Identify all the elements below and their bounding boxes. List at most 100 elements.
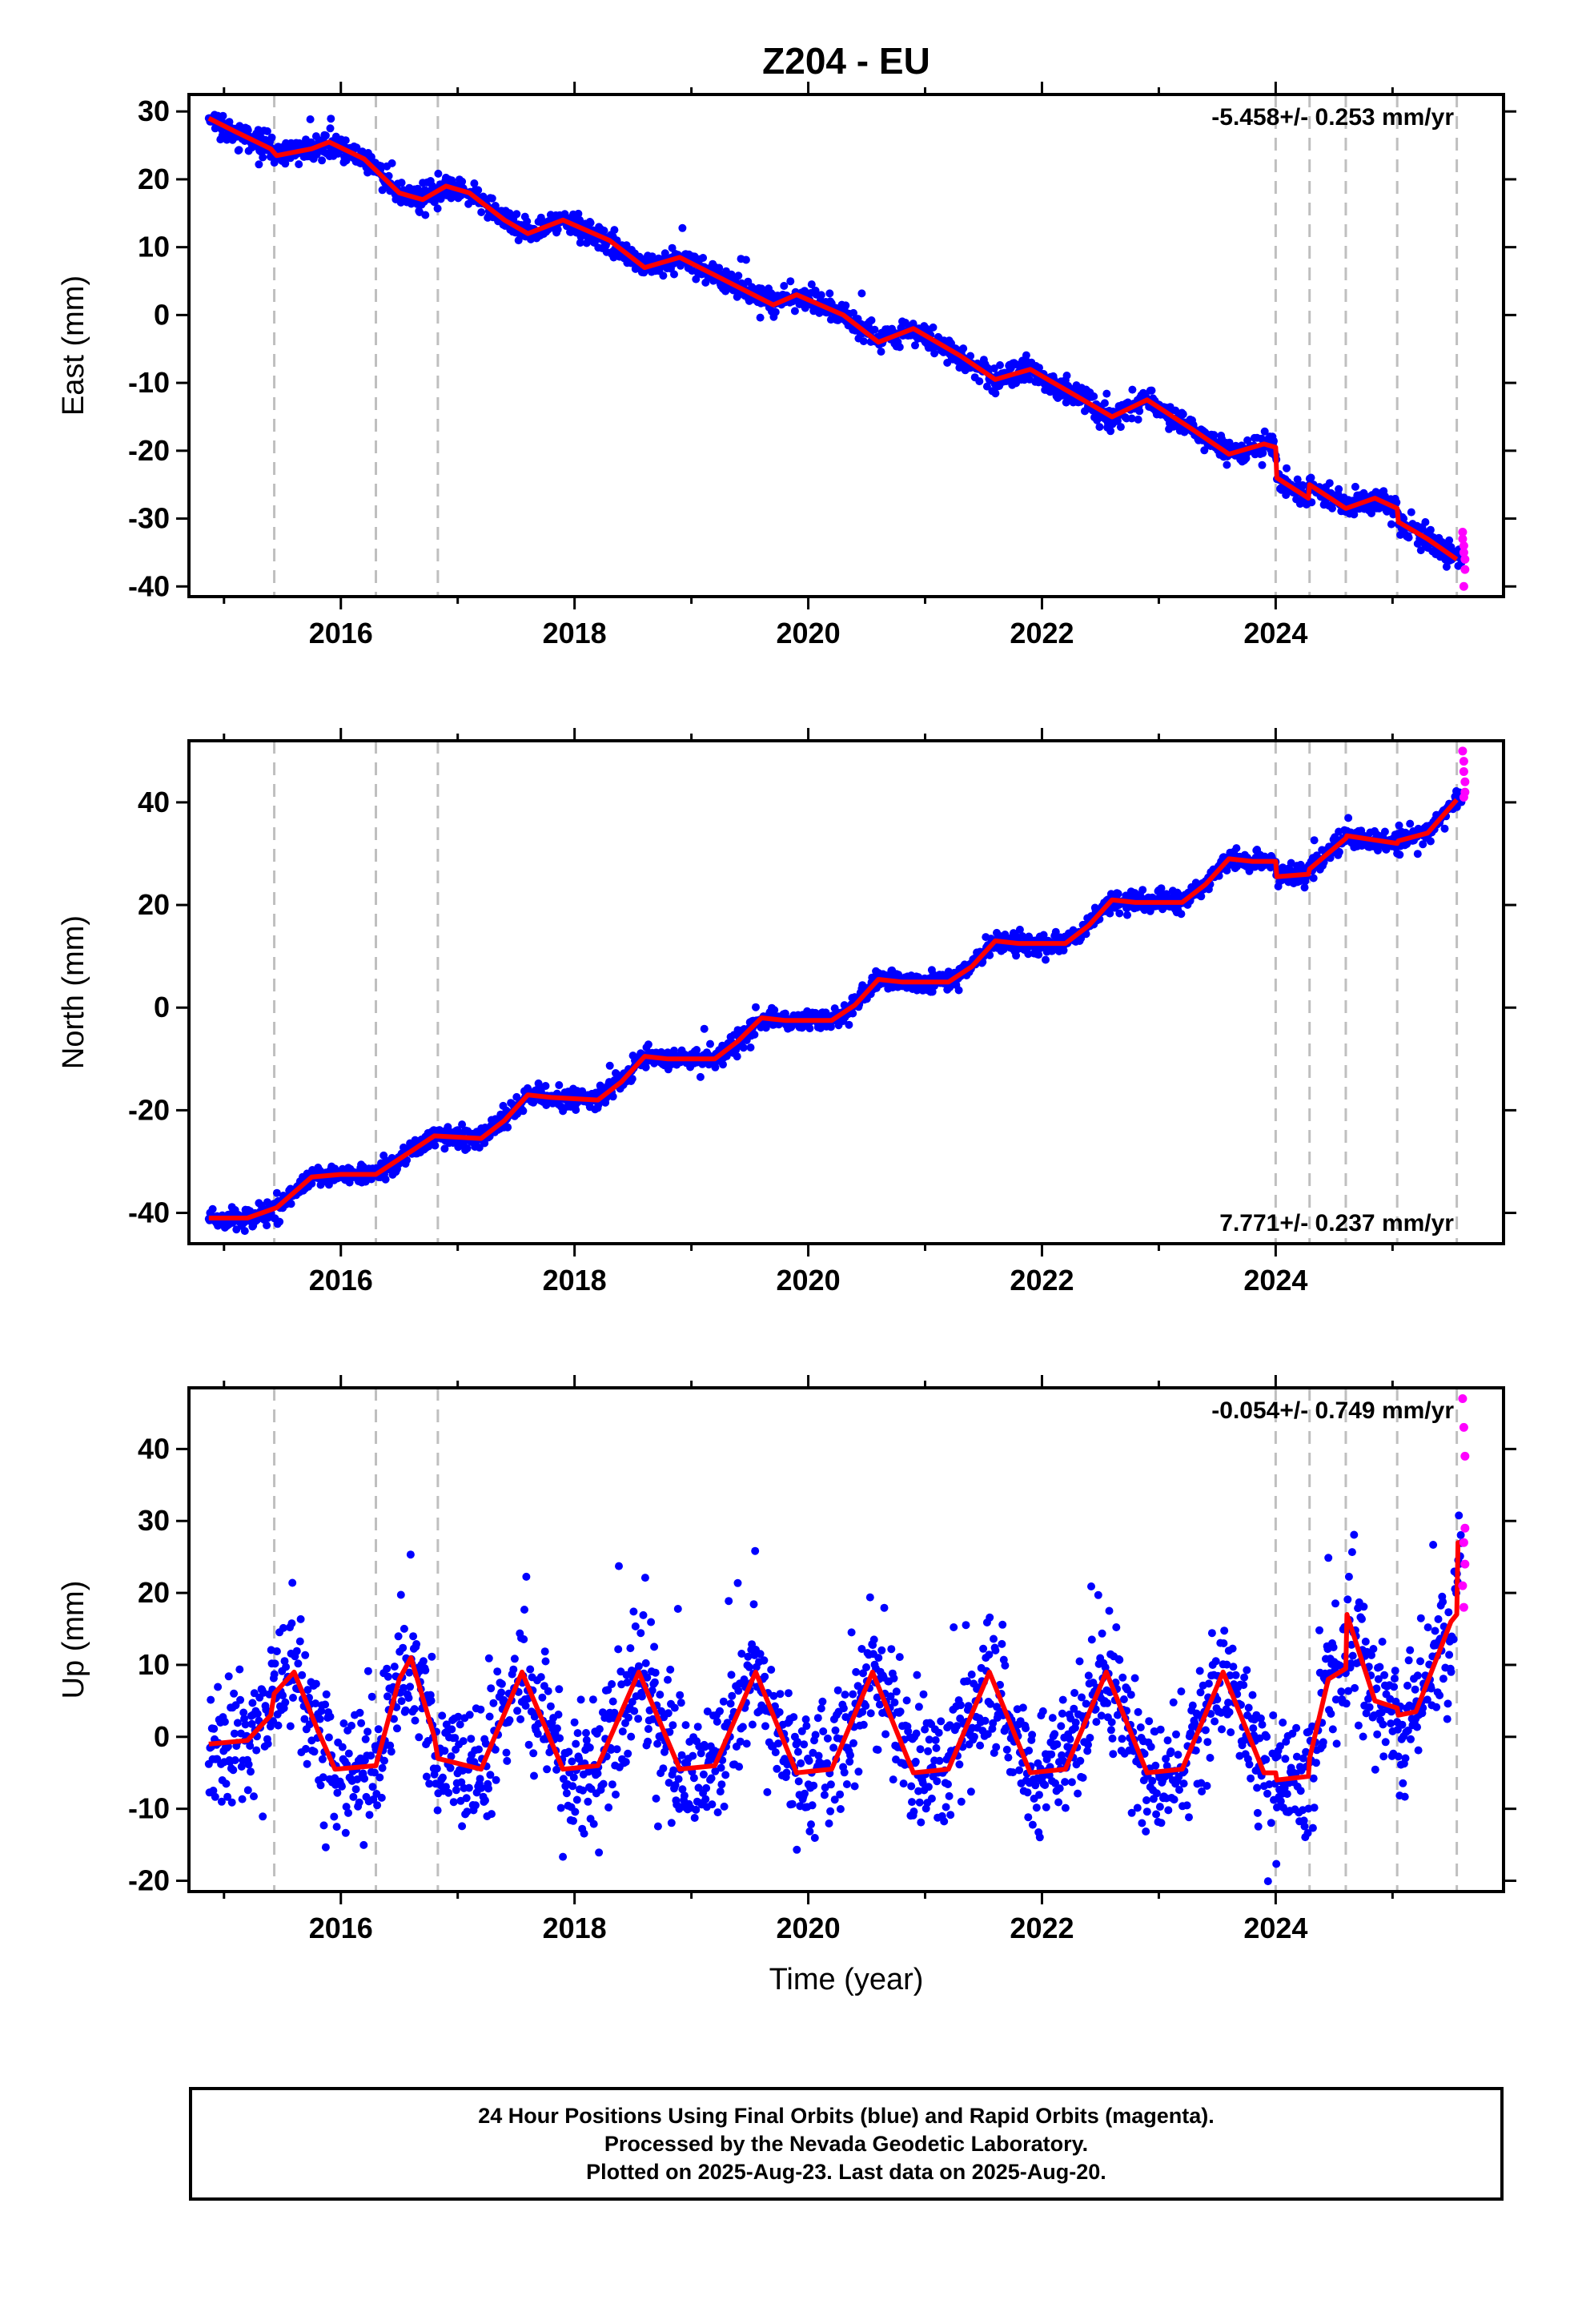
final-point bbox=[895, 1653, 904, 1662]
final-point bbox=[913, 1671, 921, 1679]
final-point bbox=[589, 1819, 598, 1828]
final-point bbox=[564, 1747, 573, 1756]
final-point bbox=[404, 1694, 413, 1703]
final-point bbox=[800, 1740, 809, 1749]
model-line bbox=[208, 798, 1459, 1220]
final-point bbox=[326, 1712, 335, 1721]
final-point bbox=[523, 217, 532, 226]
final-point bbox=[699, 1770, 708, 1779]
final-point bbox=[673, 1605, 682, 1613]
final-point bbox=[1243, 436, 1252, 444]
final-point bbox=[874, 1654, 883, 1663]
final-point bbox=[741, 255, 750, 264]
final-point bbox=[661, 249, 669, 258]
final-point bbox=[1407, 508, 1415, 517]
final-point bbox=[600, 227, 608, 235]
final-point bbox=[222, 1779, 231, 1788]
final-point bbox=[289, 1694, 297, 1702]
final-point bbox=[761, 1722, 769, 1731]
final-point bbox=[355, 1798, 363, 1807]
final-point bbox=[908, 1798, 916, 1807]
final-point bbox=[959, 344, 968, 353]
final-point bbox=[233, 1719, 242, 1727]
final-point bbox=[374, 1725, 383, 1734]
final-point bbox=[394, 1632, 403, 1641]
final-point bbox=[746, 1043, 755, 1051]
final-point bbox=[1042, 955, 1050, 964]
final-point bbox=[719, 1060, 727, 1069]
final-point bbox=[390, 1663, 399, 1671]
final-point bbox=[933, 1777, 942, 1786]
final-point bbox=[801, 1715, 810, 1723]
final-point bbox=[387, 1747, 396, 1756]
final-point bbox=[294, 1659, 303, 1668]
final-point bbox=[763, 1787, 772, 1796]
final-point bbox=[736, 1737, 745, 1746]
rapid-point bbox=[1458, 528, 1468, 537]
final-point bbox=[967, 1671, 976, 1679]
final-point bbox=[243, 1786, 252, 1795]
final-point bbox=[442, 1720, 451, 1729]
final-point bbox=[493, 1667, 502, 1676]
final-point bbox=[259, 1812, 267, 1821]
final-point bbox=[214, 1683, 223, 1691]
final-point bbox=[292, 1647, 301, 1655]
final-point bbox=[957, 1701, 965, 1710]
final-point bbox=[859, 1669, 867, 1678]
final-point bbox=[737, 1650, 746, 1658]
final-point bbox=[693, 1723, 702, 1731]
final-point bbox=[427, 1696, 436, 1705]
final-point bbox=[472, 1801, 480, 1810]
final-point bbox=[526, 1665, 535, 1674]
y-tick-label: 10 bbox=[138, 231, 170, 263]
final-point bbox=[1015, 1766, 1024, 1775]
final-point bbox=[694, 1783, 703, 1792]
final-point bbox=[733, 1578, 742, 1587]
final-point bbox=[771, 1748, 780, 1757]
final-point bbox=[339, 1719, 348, 1727]
y-tick-label: -10 bbox=[128, 366, 170, 399]
final-point bbox=[447, 1752, 456, 1761]
rapid-point bbox=[1459, 548, 1468, 557]
final-point bbox=[300, 1715, 309, 1723]
final-point bbox=[890, 1698, 899, 1707]
final-point bbox=[667, 1819, 676, 1827]
final-point bbox=[311, 1679, 320, 1688]
final-point bbox=[458, 1120, 467, 1129]
final-point bbox=[387, 159, 396, 167]
final-point bbox=[735, 1763, 744, 1771]
final-point bbox=[1009, 1768, 1018, 1777]
final-point bbox=[246, 1742, 255, 1750]
final-point bbox=[541, 1082, 550, 1090]
final-point bbox=[652, 1794, 661, 1803]
final-point bbox=[488, 194, 496, 203]
final-point bbox=[677, 1751, 686, 1759]
final-point bbox=[957, 1797, 966, 1806]
final-point bbox=[644, 1040, 652, 1049]
final-point bbox=[330, 1812, 339, 1821]
final-point bbox=[229, 1766, 238, 1775]
final-point bbox=[295, 1637, 304, 1646]
final-point bbox=[621, 1758, 630, 1767]
final-point bbox=[954, 986, 963, 995]
final-point bbox=[513, 1707, 522, 1715]
final-point bbox=[370, 1768, 379, 1777]
final-point bbox=[1367, 509, 1375, 517]
final-point bbox=[504, 1123, 512, 1132]
final-point bbox=[1004, 1753, 1013, 1762]
final-point bbox=[321, 1700, 330, 1709]
final-point bbox=[1127, 414, 1136, 423]
final-point bbox=[924, 1747, 933, 1755]
final-point bbox=[570, 1718, 579, 1727]
final-point bbox=[805, 1024, 814, 1033]
y-tick-label: -20 bbox=[128, 1093, 170, 1126]
final-point bbox=[1024, 950, 1033, 959]
final-point bbox=[720, 1802, 729, 1811]
final-point bbox=[801, 1789, 809, 1798]
final-point bbox=[749, 1600, 758, 1609]
final-point bbox=[914, 1703, 923, 1711]
final-point bbox=[288, 1578, 297, 1587]
final-point bbox=[322, 1690, 331, 1699]
final-point bbox=[572, 1795, 581, 1804]
